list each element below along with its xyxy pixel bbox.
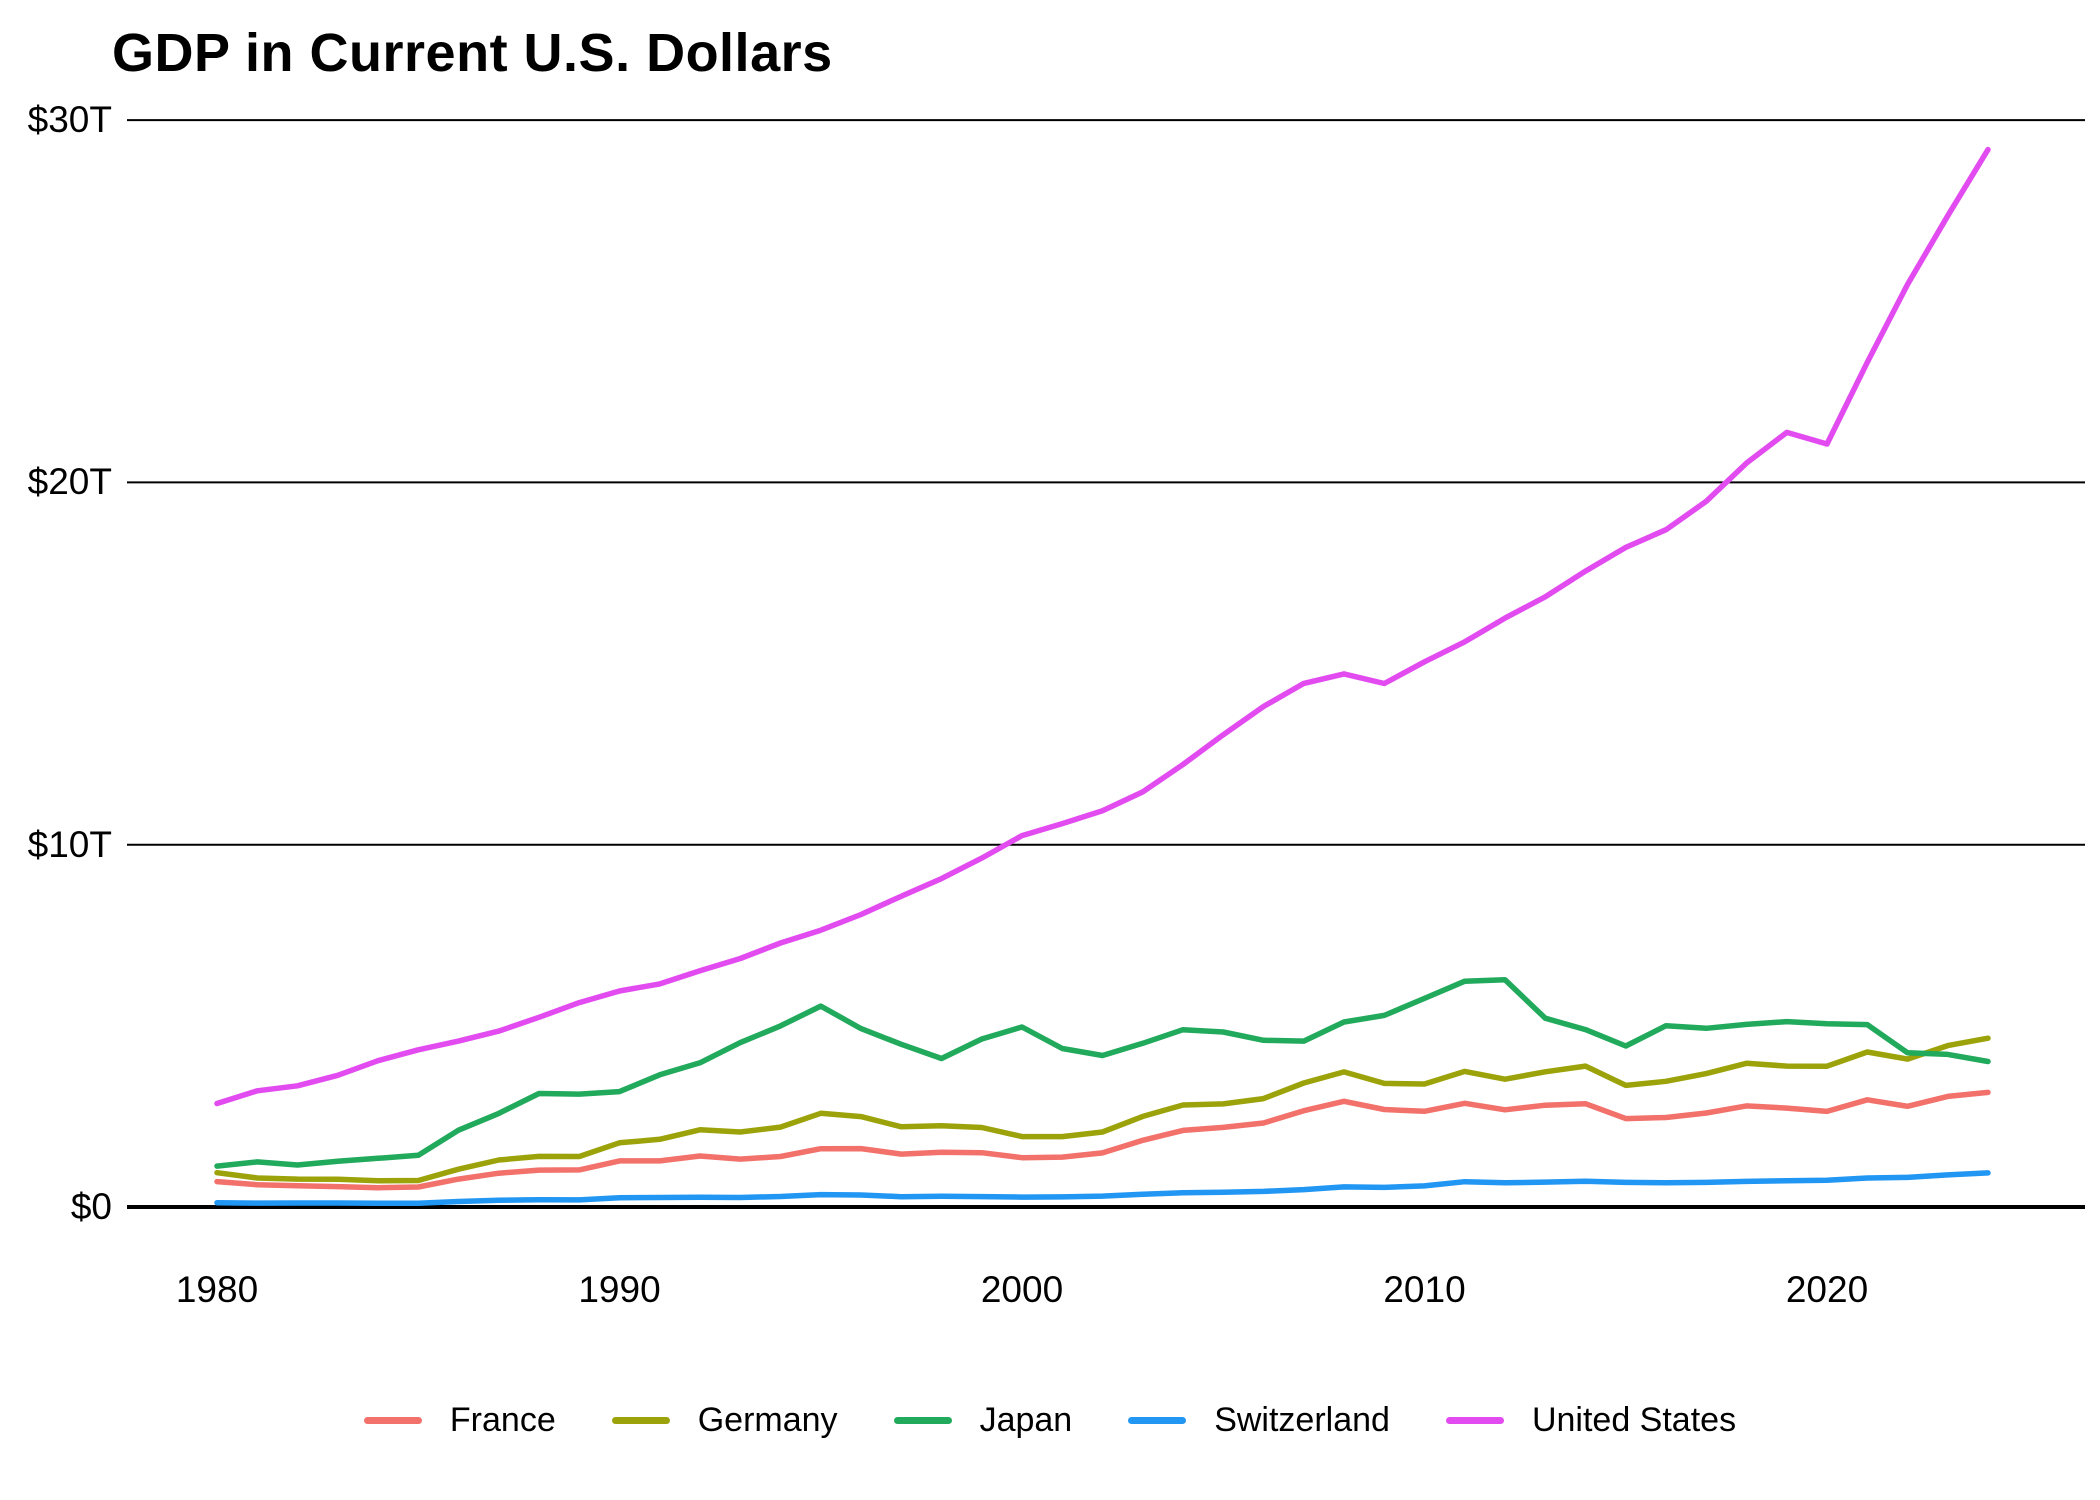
legend-swatch-icon: [1445, 1416, 1504, 1424]
legend-item-switzerland: Switzerland: [1128, 1400, 1390, 1440]
chart-title: GDP in Current U.S. Dollars: [112, 23, 833, 83]
x-tick-label: 1980: [175, 1269, 259, 1310]
series-line-france: [214, 1089, 1991, 1191]
y-tick-label: $20T: [27, 461, 112, 503]
x-tick-label: 2010: [1383, 1269, 1466, 1310]
legend-label: Japan: [979, 1401, 1073, 1439]
legend-item-germany: Germany: [611, 1400, 838, 1440]
x-tick-label: 1990: [578, 1269, 661, 1310]
y-tick-label: $30T: [27, 99, 112, 141]
series-line-germany: [214, 1035, 1991, 1184]
legend-swatch-icon: [363, 1416, 422, 1424]
legend-swatch-icon: [611, 1416, 670, 1424]
legend-label: Switzerland: [1214, 1401, 1390, 1439]
legend-label: United States: [1531, 1401, 1737, 1439]
x-tick-label: 2020: [1785, 1269, 1869, 1310]
legend: France Germany Japan Switzerland United Stat…: [0, 1394, 2100, 1446]
legend-label: Germany: [697, 1401, 838, 1439]
legend-item-united-states: United States: [1445, 1400, 1737, 1440]
y-tick-label: $10T: [27, 823, 112, 865]
legend-item-france: France: [363, 1400, 556, 1440]
legend-swatch-icon: [893, 1416, 952, 1424]
legend-swatch-icon: [1128, 1416, 1187, 1424]
legend-label: France: [449, 1401, 556, 1439]
series-line-united-states: [214, 146, 1991, 1107]
series-line-switzerland: [214, 1170, 1991, 1206]
y-tick-label: $0: [70, 1186, 112, 1227]
series-line-japan: [214, 977, 1991, 1169]
legend-item-japan: Japan: [893, 1400, 1073, 1440]
x-tick-label: 2000: [980, 1269, 1064, 1310]
